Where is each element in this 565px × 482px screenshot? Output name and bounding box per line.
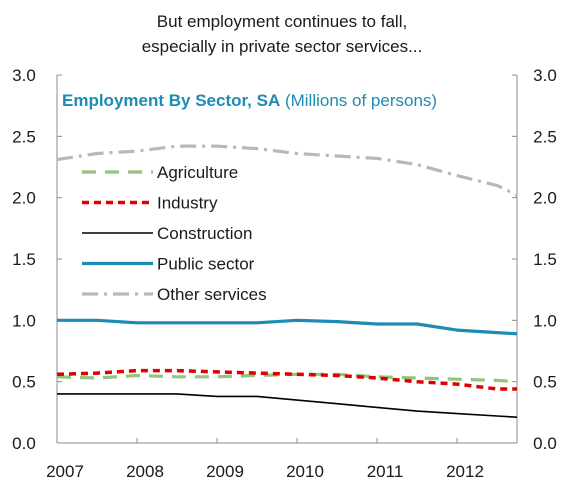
chart-title-line-2: especially in private sector services...: [142, 37, 423, 56]
legend-label-public-sector: Public sector: [157, 255, 255, 274]
y-tick-label-left: 0.0: [12, 434, 36, 453]
chart-title: But employment continues to fall, especi…: [142, 12, 423, 56]
x-tick-label: 2009: [206, 462, 244, 481]
x-axis: 2007 2008 2009 2010 2011 2012: [46, 438, 518, 481]
legend-label-industry: Industry: [157, 194, 218, 213]
x-tick-label: 2012: [446, 462, 484, 481]
y-tick-label-right: 1.5: [533, 250, 557, 269]
series-public-sector-line: [57, 318, 518, 336]
legend-label-construction: Construction: [157, 224, 252, 243]
series-layer: [56, 144, 518, 418]
y-tick-label-left: 1.5: [12, 250, 36, 269]
y-tick-label-right: 0.0: [533, 434, 557, 453]
inner-title-units: (Millions of persons): [280, 91, 437, 110]
legend-label-agriculture: Agriculture: [157, 163, 238, 182]
x-tick-label: 2008: [126, 462, 164, 481]
chart-title-line-1: But employment continues to fall,: [157, 12, 407, 31]
legend-label-other-services: Other services: [157, 285, 267, 304]
inner-title: Employment By Sector, SA (Millions of pe…: [62, 91, 437, 110]
y-tick-label-left: 3.0: [12, 66, 36, 85]
y-tick-label-left: 2.0: [12, 189, 36, 208]
y-tick-label-left: 1.0: [12, 311, 36, 330]
y-tick-label-right: 3.0: [533, 66, 557, 85]
y-tick-label-left: 0.5: [12, 373, 36, 392]
series-construction-line: [57, 393, 518, 418]
x-tick-label: 2007: [46, 462, 84, 481]
y-tick-label-left: 2.5: [12, 127, 36, 146]
y-tick-label-right: 2.0: [533, 189, 557, 208]
x-tick-label: 2010: [286, 462, 324, 481]
series-other-services-line: [56, 144, 518, 197]
series-industry-line: [56, 368, 517, 391]
inner-title-bold: Employment By Sector, SA: [62, 91, 280, 110]
y-tick-label-right: 0.5: [533, 373, 557, 392]
y-tick-label-right: 2.5: [533, 127, 557, 146]
y-axis-right: 0.0 0.5 1.0 1.5 2.0 2.5 3.0: [512, 66, 557, 453]
y-axis-left: 0.0 0.5 1.0 1.5 2.0 2.5 3.0: [12, 66, 62, 453]
x-tick-label: 2011: [367, 462, 404, 481]
legend: Agriculture Industry Construction Public se…: [82, 163, 267, 304]
plot-area: [56, 75, 518, 444]
y-tick-label-right: 1.0: [533, 311, 557, 330]
